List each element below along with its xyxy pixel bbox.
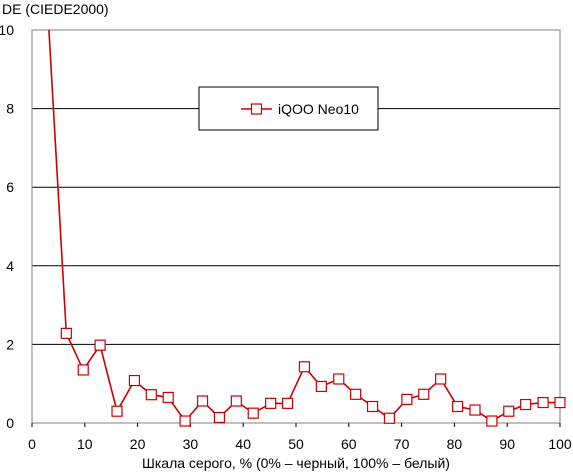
- y-tick-label: 10: [0, 22, 14, 38]
- y-tick-label: 8: [6, 101, 14, 117]
- data-point-marker: [333, 373, 345, 385]
- legend-box: [198, 86, 379, 131]
- x-tick-label: 60: [341, 436, 357, 452]
- data-point-marker: [196, 395, 209, 407]
- y-axis-title: DE (CIEDE2000): [2, 1, 109, 17]
- data-point-marker: [350, 388, 362, 400]
- x-tick-label: 10: [77, 436, 93, 452]
- data-point-marker: [162, 391, 174, 404]
- data-point-marker: [315, 380, 327, 393]
- data-point-marker: [281, 397, 294, 409]
- data-point-marker: [451, 400, 464, 413]
- data-point-marker: [247, 407, 259, 419]
- data-point-marker: [401, 393, 413, 406]
- data-point-marker: [418, 388, 430, 400]
- series-layer: [48, 29, 566, 427]
- data-point-marker: [469, 404, 481, 416]
- y-tick-label: 0: [6, 415, 14, 431]
- legend-label: iQOO Neo10: [278, 101, 359, 117]
- data-point-marker: [537, 396, 549, 409]
- data-point-marker: [486, 415, 498, 427]
- x-tick-label: 100: [548, 436, 572, 452]
- data-point-marker: [128, 374, 141, 387]
- data-point-marker: [179, 415, 191, 427]
- data-point-marker: [435, 373, 447, 385]
- data-point-marker: [554, 396, 566, 409]
- legend-marker: [250, 103, 263, 115]
- x-tick-label: 30: [183, 436, 199, 452]
- x-axis: 0 10 20 30 40 50 60 70 80 90 100: [28, 423, 572, 452]
- x-tick-label: 50: [288, 436, 304, 452]
- data-point-marker: [230, 395, 242, 407]
- data-point-marker: [145, 389, 157, 401]
- x-tick-label: 80: [447, 436, 463, 452]
- x-tick-label: 90: [499, 436, 515, 452]
- data-point-marker: [60, 327, 72, 339]
- y-tick-label: 2: [6, 336, 14, 352]
- data-point-marker: [77, 364, 89, 376]
- y-tick-label: 6: [6, 179, 14, 195]
- data-point-marker: [213, 411, 226, 424]
- x-tick-label: 0: [28, 436, 36, 452]
- data-point-marker: [111, 405, 123, 417]
- data-point-marker: [298, 361, 311, 373]
- x-tick-label: 70: [394, 436, 410, 452]
- data-point-marker: [265, 397, 277, 409]
- y-axis: 0 2 4 6 8 10: [0, 22, 14, 431]
- y-tick-label: 4: [6, 258, 14, 274]
- data-point-marker: [366, 400, 379, 413]
- x-tick-label: 20: [130, 436, 146, 452]
- x-axis-title: Шкала серого, % (0% – черный, 100% – бел…: [142, 455, 450, 471]
- data-point-marker: [94, 339, 106, 351]
- data-point-marker: [520, 398, 532, 411]
- data-point-marker: [503, 405, 515, 417]
- legend: iQOO Neo10: [198, 86, 379, 131]
- data-point-marker: [383, 412, 396, 424]
- x-tick-label: 40: [235, 436, 251, 452]
